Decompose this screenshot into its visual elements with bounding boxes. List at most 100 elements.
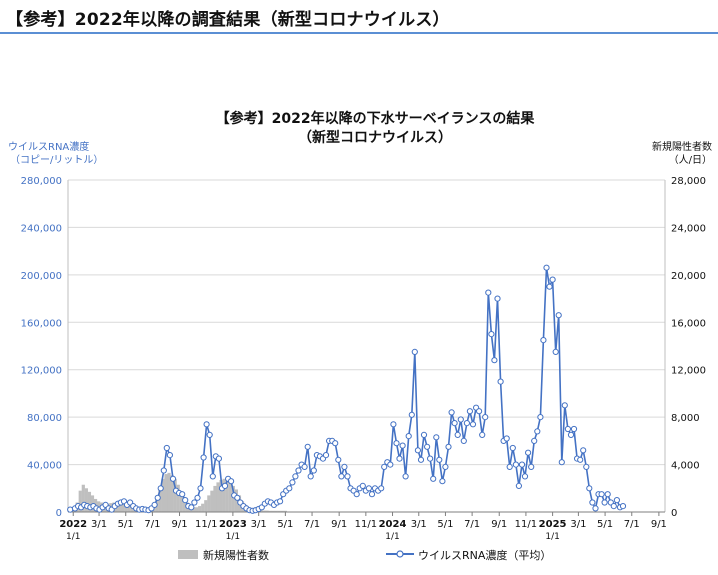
new-cases-bar — [265, 510, 269, 512]
new-cases-bar — [262, 510, 266, 512]
rna-data-point — [466, 408, 473, 415]
y-left-tick-label: 200,000 — [21, 271, 62, 282]
y-left-tick-label: 160,000 — [21, 318, 62, 329]
rna-data-point — [515, 482, 523, 489]
rna-data-point — [589, 499, 596, 506]
rna-data-point — [420, 431, 428, 438]
rna-data-point — [411, 348, 418, 355]
y-right-tick-label: 0 — [671, 508, 677, 519]
x-tick-label: 7/1 — [304, 519, 320, 530]
new-cases-bar — [87, 491, 92, 512]
new-cases-bar — [127, 504, 131, 512]
rna-data-point — [194, 494, 201, 501]
rna-data-point — [598, 491, 605, 498]
new-cases-bar — [158, 488, 162, 512]
new-cases-bar — [280, 510, 284, 512]
rna-data-point — [619, 503, 627, 510]
x-tick-label: 9/1 — [331, 519, 347, 530]
new-cases-bar — [182, 497, 186, 512]
rna-data-point — [322, 452, 330, 459]
rna-data-point — [460, 437, 467, 444]
rna-data-point — [341, 463, 348, 470]
new-cases-bar — [271, 510, 275, 512]
x-tick-label: 11/1 — [195, 519, 217, 530]
rna-data-point — [191, 499, 198, 506]
rna-data-point — [433, 434, 440, 441]
x-tick-label: 9/1 — [171, 519, 187, 530]
new-cases-bar — [204, 500, 208, 512]
page-header: 【参考】2022年以降の調査結果（新型コロナウイルス） — [0, 0, 718, 36]
rna-data-point — [228, 478, 235, 485]
rna-data-point — [215, 455, 222, 462]
rna-data-point — [381, 463, 388, 470]
rna-data-point — [555, 312, 562, 319]
y-left-label-line1: ウイルスRNA濃度 — [8, 140, 89, 153]
rna-data-point — [580, 447, 587, 454]
rna-data-point — [463, 420, 470, 427]
rna-data-point — [209, 473, 216, 480]
rna-data-point — [402, 473, 409, 480]
new-cases-bar — [219, 479, 223, 512]
x-tick-sublabel: 1/1 — [66, 532, 80, 542]
x-tick-label: 2024 — [379, 519, 407, 530]
rna-data-point — [479, 431, 486, 438]
rna-data-point — [160, 467, 167, 474]
new-cases-bar — [210, 490, 214, 512]
new-cases-bar — [283, 510, 287, 512]
rna-data-point — [518, 461, 526, 468]
rna-data-point — [537, 414, 544, 421]
rna-data-point — [512, 461, 520, 468]
axes — [67, 180, 666, 516]
rna-data-point — [534, 428, 541, 435]
legend: 新規陽性者数 ウイルスRNA濃度（平均） — [178, 548, 551, 562]
tick-labels: 0 0 40,000 4,000 80,000 8,000 120,000 12,000 160… — [21, 176, 706, 542]
new-cases-bar — [222, 478, 226, 512]
rna-data-point — [335, 456, 342, 463]
legend-line-label: ウイルスRNA濃度（平均） — [418, 548, 551, 562]
rna-data-point — [344, 473, 351, 480]
rna-data-point — [393, 440, 400, 447]
rna-data-point — [439, 478, 446, 485]
new-cases-bar — [167, 472, 171, 512]
x-tick-label: 5/1 — [597, 519, 613, 530]
rna-data-point — [399, 442, 406, 449]
x-tick-label: 7/1 — [624, 519, 640, 530]
y-left-tick-label: 240,000 — [21, 223, 62, 234]
x-tick-sublabel: 1/1 — [226, 532, 240, 542]
x-tick-label: 9/1 — [491, 519, 507, 530]
rna-data-point — [310, 467, 317, 474]
chart-title-line1: 【参考】2022年以降の下水サーベイランスの結果 — [216, 110, 536, 127]
rna-data-point — [289, 479, 296, 486]
rna-data-point — [509, 444, 516, 452]
new-cases-bar — [78, 490, 82, 512]
new-cases-bar — [213, 485, 217, 512]
y-right-tick-label: 12,000 — [671, 366, 706, 377]
rna-data-point — [427, 455, 434, 462]
rna-data-point — [564, 425, 572, 433]
rna-data-point — [221, 482, 229, 489]
y-right-tick-label: 8,000 — [671, 413, 700, 424]
x-tick-label: 3/1 — [251, 519, 267, 530]
rna-data-point — [445, 443, 452, 450]
rna-data-point — [497, 378, 504, 385]
new-cases-bar — [198, 506, 202, 512]
rna-data-point — [154, 494, 161, 501]
rna-data-point — [491, 357, 498, 364]
rna-data-point — [390, 421, 397, 428]
new-cases-bar — [176, 484, 180, 512]
x-tick-label: 5/1 — [277, 519, 293, 530]
rna-data-point — [543, 264, 550, 271]
x-tick-label: 3/1 — [570, 519, 586, 530]
legend-bar-swatch — [178, 550, 198, 559]
grid-lines — [68, 179, 665, 466]
rna-data-point — [163, 444, 170, 452]
y-right-tick-label: 4,000 — [671, 461, 700, 472]
x-tick-label: 2022 — [59, 519, 87, 530]
new-cases-bar — [161, 478, 165, 512]
rna-data-point — [610, 503, 617, 510]
rna-data-point — [567, 431, 575, 438]
rna-data-point — [540, 337, 547, 344]
rna-data-point — [521, 473, 529, 480]
y-right-tick-label: 20,000 — [671, 271, 706, 282]
